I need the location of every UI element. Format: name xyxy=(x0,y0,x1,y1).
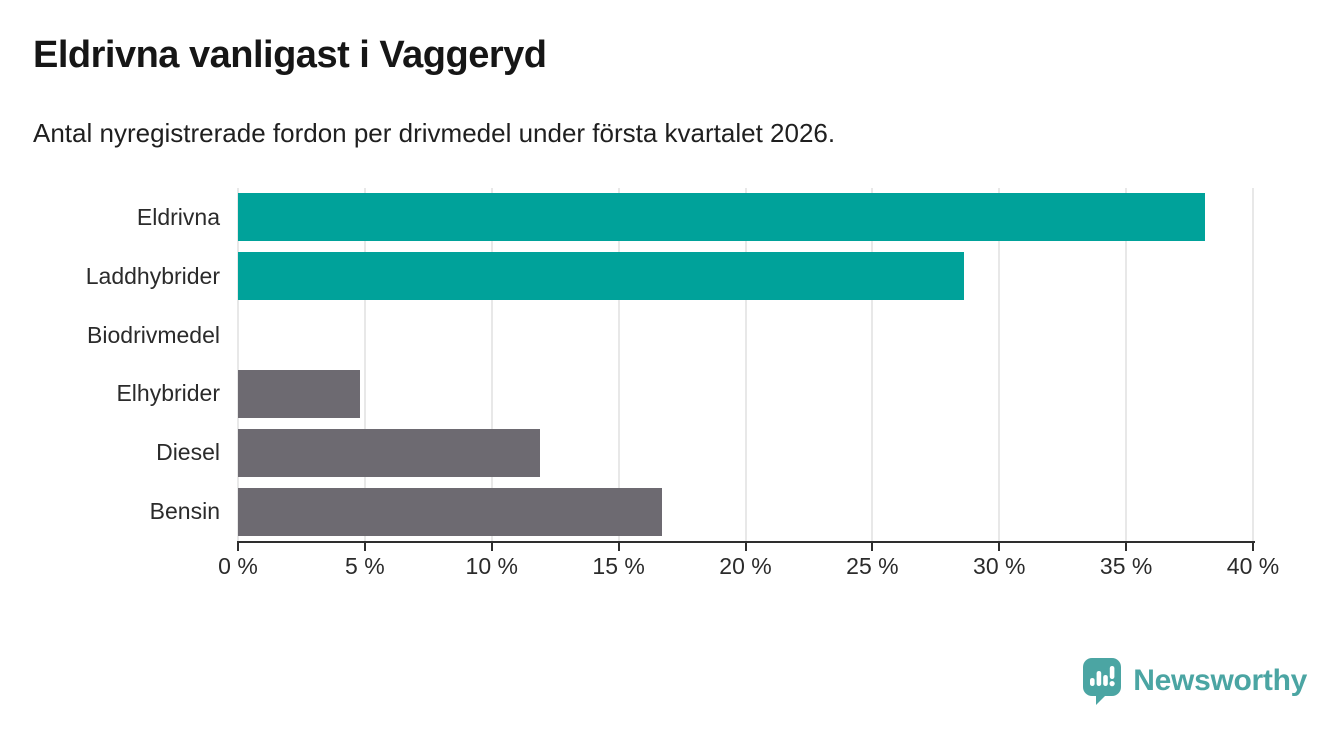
x-tick-label: 35 % xyxy=(1099,553,1153,579)
x-axis-tick xyxy=(617,541,620,551)
x-axis-line xyxy=(238,541,1255,543)
bar-eldrivna xyxy=(238,193,1205,242)
x-tick-label: 15 % xyxy=(592,553,645,579)
gridline xyxy=(1252,188,1254,541)
bar-laddhybrider xyxy=(238,252,964,301)
gridline xyxy=(998,188,1001,541)
x-axis-tick xyxy=(871,541,874,551)
gridline xyxy=(237,188,239,541)
bar-diesel xyxy=(238,428,540,477)
gridline xyxy=(490,188,493,541)
x-axis-tick xyxy=(237,541,239,551)
newsworthy-logo-icon xyxy=(1083,658,1122,705)
y-axis-label: Eldrivna xyxy=(136,203,220,230)
x-tick-label: 30 % xyxy=(973,553,1026,579)
x-axis-tick xyxy=(1125,541,1128,551)
chart-title: Eldrivna vanligast i Vaggeryd xyxy=(33,34,547,76)
x-axis-tick xyxy=(363,541,366,551)
x-tick-label: 0 % xyxy=(218,553,258,579)
y-axis-label: Biodrivmedel xyxy=(87,321,220,348)
y-axis-label: Laddhybrider xyxy=(85,262,220,289)
brand-logo: Newsworthy xyxy=(1082,657,1307,705)
plot-area xyxy=(237,188,1254,541)
x-tick-label: 5 % xyxy=(345,553,385,579)
bar-bensin xyxy=(238,487,662,536)
x-axis-tick xyxy=(490,541,493,551)
gridline xyxy=(744,188,747,541)
bar-elhybrider xyxy=(238,369,360,418)
gridline xyxy=(363,188,366,541)
x-tick-label: 25 % xyxy=(846,553,899,579)
brand-name: Newsworthy xyxy=(1133,664,1307,697)
gridline xyxy=(1125,188,1128,541)
x-axis-tick xyxy=(744,541,747,551)
x-axis-tick xyxy=(998,541,1001,551)
y-axis-label: Diesel xyxy=(156,439,220,466)
y-axis-label: Bensin xyxy=(149,498,220,525)
x-tick-label: 10 % xyxy=(465,553,518,579)
gridline xyxy=(871,188,874,541)
gridline xyxy=(617,188,620,541)
y-axis-label: Elhybrider xyxy=(116,380,220,407)
chart-subtitle: Antal nyregistrerade fordon per drivmede… xyxy=(33,118,836,148)
x-axis-tick xyxy=(1252,541,1254,551)
x-tick-label: 40 % xyxy=(1226,553,1280,579)
x-tick-label: 20 % xyxy=(719,553,772,579)
